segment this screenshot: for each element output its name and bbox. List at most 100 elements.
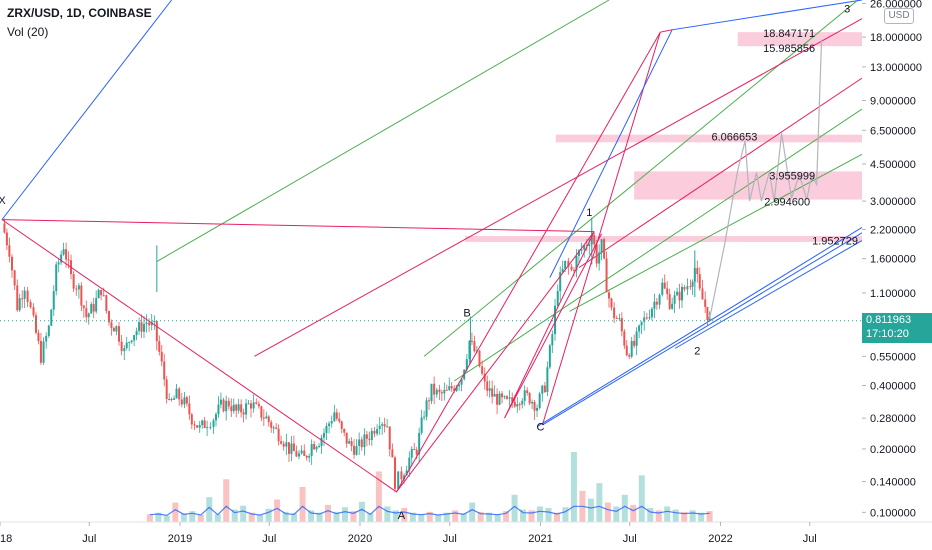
candle-body bbox=[140, 322, 143, 332]
candle-body bbox=[410, 448, 413, 458]
wave-label: 1 bbox=[586, 207, 592, 219]
candle-body bbox=[160, 351, 163, 362]
volume-bar bbox=[384, 506, 391, 522]
candle-body bbox=[32, 307, 35, 316]
candle-body bbox=[295, 451, 298, 457]
volume-bar bbox=[672, 509, 679, 522]
candle-body bbox=[681, 286, 684, 301]
time-tick-label: 2022 bbox=[708, 533, 732, 545]
candle-body bbox=[180, 399, 183, 405]
candle-body bbox=[350, 441, 353, 446]
candle-body bbox=[355, 446, 358, 455]
candle-body bbox=[18, 298, 21, 311]
candle-body bbox=[138, 322, 141, 331]
candle-body bbox=[165, 379, 168, 400]
projection-path bbox=[709, 39, 823, 319]
candle-body bbox=[90, 304, 93, 314]
price-tick-label: 13.000000 bbox=[870, 62, 922, 74]
candle-body bbox=[686, 286, 689, 290]
candle-body bbox=[178, 388, 181, 400]
volume-bar bbox=[172, 502, 179, 522]
candle-body bbox=[701, 288, 704, 300]
candle-body bbox=[570, 266, 573, 270]
last-price-tag: 0.811963 17:10:20 bbox=[862, 312, 932, 343]
volume-bar bbox=[570, 452, 577, 522]
candle-body bbox=[648, 317, 651, 319]
candle-body bbox=[564, 260, 567, 269]
candle-body bbox=[618, 318, 621, 320]
price-axis-bg bbox=[862, 0, 932, 550]
candle-body bbox=[683, 286, 686, 290]
candle-body bbox=[217, 404, 220, 415]
candle-body bbox=[287, 442, 290, 454]
candle-body bbox=[118, 326, 121, 342]
candle-body bbox=[413, 448, 416, 450]
red-median-line bbox=[254, 18, 863, 357]
candle-body bbox=[65, 249, 68, 260]
candle-body bbox=[201, 420, 204, 426]
blue-channel-line bbox=[674, 240, 863, 349]
candle-body bbox=[232, 404, 235, 412]
currency-button[interactable]: USD bbox=[884, 8, 914, 24]
candle-body bbox=[62, 249, 65, 255]
volume-bar bbox=[587, 498, 594, 522]
candle-body bbox=[698, 274, 701, 289]
volume-bar bbox=[630, 504, 637, 522]
time-axis[interactable]: 2018 Jul 2019 Jul 2020 Jul 2021 Jul 2022 Jul bbox=[0, 521, 932, 545]
candle-body bbox=[26, 290, 29, 302]
price-axis[interactable]: 26.000000 18.000000 13.000000 9.000000 6.500… bbox=[862, 0, 932, 550]
symbol-title[interactable]: ZRX/USD, 1D, COINBASE bbox=[7, 6, 152, 20]
candle-body bbox=[5, 232, 8, 246]
candle-body bbox=[450, 386, 453, 389]
last-price-value: 0.811963 bbox=[866, 313, 912, 326]
volume-bar bbox=[265, 508, 272, 522]
candle-body bbox=[87, 313, 90, 318]
candle-body bbox=[378, 425, 381, 430]
green-channel-line bbox=[423, 0, 859, 357]
price-tick-label: 1.600000 bbox=[870, 254, 916, 266]
candle-body bbox=[235, 404, 238, 411]
wave-label: X bbox=[0, 195, 6, 207]
candle-body bbox=[8, 245, 11, 257]
volume-bar bbox=[494, 514, 501, 522]
volume-bar bbox=[503, 511, 510, 522]
candle-body bbox=[292, 443, 295, 452]
price-tick-label: 0.550000 bbox=[870, 351, 916, 363]
candle-body bbox=[92, 304, 95, 312]
volume-bar bbox=[443, 512, 450, 522]
candle-body bbox=[605, 258, 608, 293]
volume-bar bbox=[469, 502, 476, 522]
candle-body bbox=[310, 443, 313, 456]
candle-body bbox=[403, 475, 406, 480]
candle-body bbox=[438, 389, 441, 393]
green-channel-line bbox=[156, 0, 610, 262]
candle-body bbox=[212, 420, 215, 427]
volume-indicator-label[interactable]: Vol (20) bbox=[7, 25, 49, 39]
volume-bar bbox=[146, 514, 153, 522]
candle-body bbox=[673, 295, 676, 304]
candle-body bbox=[97, 289, 100, 299]
level-label: 15.985856 bbox=[763, 43, 815, 55]
candle-body bbox=[365, 434, 368, 439]
candle-body bbox=[433, 383, 436, 395]
volume-bar bbox=[698, 512, 705, 522]
price-tick-label: 0.200000 bbox=[870, 444, 916, 456]
candle-body bbox=[704, 299, 707, 307]
candle-body bbox=[225, 400, 228, 412]
candle-body bbox=[267, 416, 270, 423]
candle-body bbox=[559, 272, 562, 292]
candle-body bbox=[370, 430, 373, 440]
candle-body bbox=[666, 288, 669, 295]
candle-body bbox=[468, 340, 471, 360]
candle-body bbox=[282, 443, 285, 447]
candle-body bbox=[227, 400, 230, 407]
candle-body bbox=[252, 402, 255, 409]
volume-bar bbox=[452, 510, 459, 522]
candle-body bbox=[75, 288, 78, 290]
candle-body bbox=[110, 322, 113, 329]
volume-bar bbox=[375, 471, 382, 522]
candle-body bbox=[245, 403, 248, 415]
volume-bar bbox=[706, 511, 713, 522]
price-tick-label: 0.140000 bbox=[870, 477, 916, 489]
